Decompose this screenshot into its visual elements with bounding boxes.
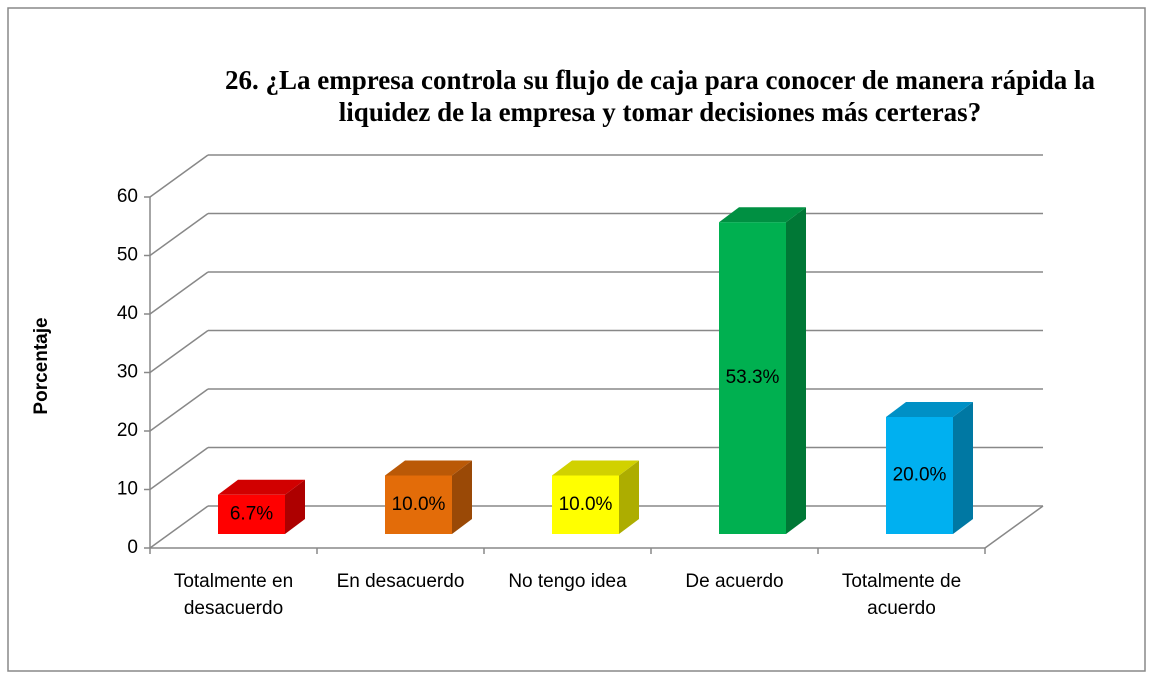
bar xyxy=(552,475,619,534)
chart-border xyxy=(7,7,1146,672)
y-tick-label: 50 xyxy=(117,245,138,266)
bar xyxy=(218,494,285,534)
grid-line-side xyxy=(149,388,209,432)
data-label: 6.7% xyxy=(230,503,273,524)
bar-side xyxy=(452,460,472,534)
y-axis-label: Porcentaje xyxy=(31,317,52,415)
grid-line-side xyxy=(149,505,209,549)
bar-top xyxy=(385,460,472,476)
bar-top xyxy=(552,460,639,476)
x-tick-label: Totalmente en desacuerdo xyxy=(173,571,294,619)
chart-title: 26. ¿La empresa controla su flujo de caj… xyxy=(225,65,1095,127)
y-tick-label: 30 xyxy=(117,362,138,383)
x-tick-label: Totalmente de acuerdo xyxy=(841,571,962,619)
data-label: 53.3% xyxy=(726,367,780,388)
bar-side xyxy=(953,402,973,534)
bar xyxy=(886,417,953,534)
y-tick-label: 40 xyxy=(117,303,138,324)
bar xyxy=(385,475,452,534)
y-tick-label: 10 xyxy=(117,479,138,500)
x-tick-label: No tengo idea xyxy=(508,571,627,592)
grid-line-side xyxy=(149,271,209,315)
y-tick-label: 0 xyxy=(127,537,138,558)
bar xyxy=(719,222,786,534)
data-label: 10.0% xyxy=(392,494,446,515)
bar-side xyxy=(619,460,639,534)
floor-right xyxy=(984,505,1044,549)
bar-top xyxy=(719,207,806,223)
x-tick-label: De acuerdo xyxy=(685,571,784,592)
grid-line-side xyxy=(149,154,209,198)
data-label: 10.0% xyxy=(559,494,613,515)
grid-line-side xyxy=(149,329,209,374)
y-tick-label: 60 xyxy=(117,186,138,207)
bar-side xyxy=(285,479,305,534)
y-tick-label: 20 xyxy=(117,420,138,441)
grid-line-side xyxy=(149,212,209,257)
bar-top xyxy=(218,479,305,495)
bar-top xyxy=(886,402,973,417)
grid-line-side xyxy=(149,446,209,491)
x-tick-label: En desacuerdo xyxy=(336,571,465,592)
data-label: 20.0% xyxy=(893,465,947,486)
bar-side xyxy=(786,207,806,534)
